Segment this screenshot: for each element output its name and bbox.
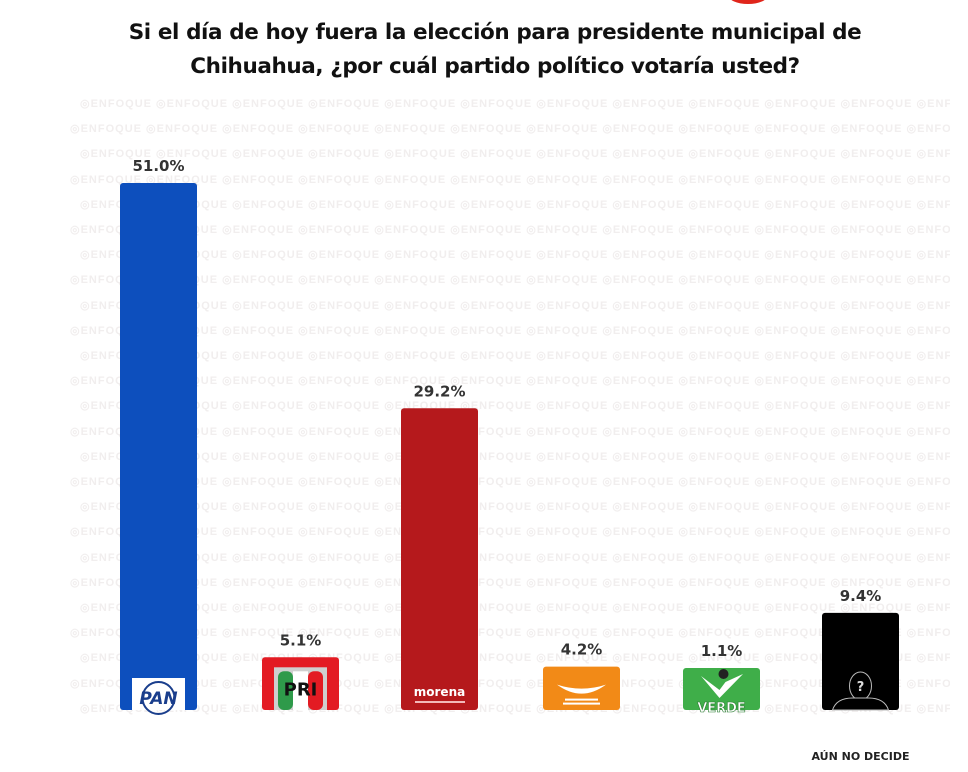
data-label: 51.0% <box>132 157 184 175</box>
bar-group-pri: PRI 5.1% <box>262 631 339 710</box>
watermark-row: ◎ENFOQUE ◎ENFOQUE ◎ENFOQUE ◎ENFOQUE ◎ENF… <box>70 324 950 337</box>
watermark-row: ◎ENFOQUE ◎ENFOQUE ◎ENFOQUE ◎ENFOQUE ◎ENF… <box>70 576 950 589</box>
watermark-row: ◎ENFOQUE ◎ENFOQUE ◎ENFOQUE ◎ENFOQUE ◎ENF… <box>80 98 950 110</box>
watermark-row: ◎ENFOQUE ◎ENFOQUE ◎ENFOQUE ◎ENFOQUE ◎ENF… <box>80 400 950 413</box>
watermark-row: ◎ENFOQUE ◎ENFOQUE ◎ENFOQUE ◎ENFOQUE ◎ENF… <box>70 627 950 640</box>
verde-toucan-icon <box>701 674 743 698</box>
watermark-row: ◎ENFOQUE ◎ENFOQUE ◎ENFOQUE ◎ENFOQUE ◎ENF… <box>80 602 950 615</box>
watermark-row: ◎ENFOQUE ◎ENFOQUE ◎ENFOQUE ◎ENFOQUE ◎ENF… <box>70 526 950 539</box>
pan-logo-bg <box>132 678 185 710</box>
data-label: 29.2% <box>413 382 465 400</box>
watermark-row: ◎ENFOQUE ◎ENFOQUE ◎ENFOQUE ◎ENFOQUE ◎ENF… <box>70 375 950 388</box>
pri-logo-text: PRI <box>284 679 318 700</box>
bar <box>822 612 899 710</box>
watermark-row: ◎ENFOQUE ◎ENFOQUE ◎ENFOQUE ◎ENFOQUE ◎ENF… <box>70 476 950 489</box>
watermark-row: ◎ENFOQUE ◎ENFOQUE ◎ENFOQUE ◎ENFOQUE ◎ENF… <box>80 350 950 363</box>
data-label: 4.2% <box>561 641 603 659</box>
mc-eagle-icon <box>557 684 606 694</box>
watermark-row: ◎ENFOQUE ◎ENFOQUE ◎ENFOQUE ◎ENFOQUE ◎ENF… <box>80 501 950 514</box>
bar <box>543 666 620 710</box>
title-line-2: Chihuahua, ¿por cuál partido político vo… <box>190 54 800 79</box>
bar-group-pan: PAN 51.0% <box>120 157 197 715</box>
watermark-row: ◎ENFOQUE ◎ENFOQUE ◎ENFOQUE ◎ENFOQUE ◎ENF… <box>70 224 950 237</box>
mc-logo-text-line <box>565 698 598 701</box>
watermark-row: ◎ENFOQUE ◎ENFOQUE ◎ENFOQUE ◎ENFOQUE ◎ENF… <box>80 299 950 312</box>
bar <box>401 408 478 710</box>
watermark-row: ◎ENFOQUE ◎ENFOQUE ◎ENFOQUE ◎ENFOQUE ◎ENF… <box>70 425 950 438</box>
pri-logo-green <box>278 671 293 710</box>
watermark-row: ◎ENFOQUE ◎ENFOQUE ◎ENFOQUE ◎ENFOQUE ◎ENF… <box>80 249 950 262</box>
category-label: AÚN NO DECIDE <box>812 750 910 763</box>
watermark-row: ◎ENFOQUE ◎ENFOQUE ◎ENFOQUE ◎ENFOQUE ◎ENF… <box>70 123 950 136</box>
verde-toucan-head-icon <box>718 669 729 679</box>
watermark-row: ◎ENFOQUE ◎ENFOQUE ◎ENFOQUE ◎ENFOQUE ◎ENF… <box>80 148 950 161</box>
brand-logo-mark <box>728 0 768 4</box>
watermark-row: ◎ENFOQUE ◎ENFOQUE ◎ENFOQUE ◎ENFOQUE ◎ENF… <box>80 450 950 463</box>
data-label: 1.1% <box>701 642 743 660</box>
watermark-row: ◎ENFOQUE ◎ENFOQUE ◎ENFOQUE ◎ENFOQUE ◎ENF… <box>70 173 950 186</box>
bar-group-movimiento-ciudadano: 4.2% <box>543 641 620 710</box>
data-label: 9.4% <box>840 587 882 605</box>
verde-logo-text: VERDE <box>697 701 746 716</box>
watermark-row: ◎ENFOQUE ◎ENFOQUE ◎ENFOQUE ◎ENFOQUE ◎ENF… <box>80 551 950 564</box>
pan-logo-circle <box>141 681 176 715</box>
bar-group-aún-no-decide: ? 9.4% AÚN NO DECIDE <box>812 587 910 763</box>
pan-logo-text: PAN <box>139 689 177 709</box>
person-shoulders-icon <box>831 697 890 711</box>
data-label: 5.1% <box>280 631 322 649</box>
bar-group-verde: VERDE 1.1% <box>683 642 760 716</box>
bar <box>120 183 197 710</box>
morena-logo-text: morena <box>414 685 465 699</box>
bar-group-morena: morena 29.2% <box>401 382 478 710</box>
chart-title: Si el día de hoy fuera la elección para … <box>60 16 930 84</box>
mc-logo-text-line <box>563 702 600 705</box>
pri-logo-white <box>293 671 308 710</box>
title-line-1: Si el día de hoy fuera la elección para … <box>128 20 862 45</box>
morena-logo-tagline <box>415 701 465 703</box>
watermark-row: ◎ENFOQUE ◎ENFOQUE ◎ENFOQUE ◎ENFOQUE ◎ENF… <box>80 198 950 211</box>
watermark-row: ◎ENFOQUE ◎ENFOQUE ◎ENFOQUE ◎ENFOQUE ◎ENF… <box>70 274 950 287</box>
pri-logo-red <box>308 671 323 710</box>
question-mark-icon: ? <box>857 680 865 695</box>
